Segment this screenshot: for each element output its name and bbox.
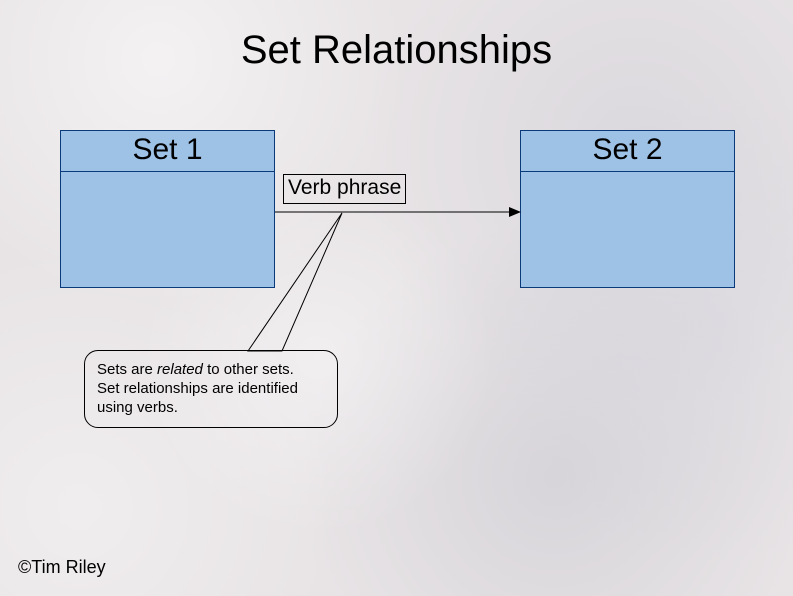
set-2-header: Set 2 xyxy=(521,131,734,172)
footer-credit: ©Tim Riley xyxy=(18,557,106,578)
callout-line-1: Sets are related to other sets. xyxy=(97,361,325,380)
verb-phrase-label: Verb phrase xyxy=(283,174,406,204)
callout-line-2: Set relationships are identified xyxy=(97,380,325,399)
callout-em: related xyxy=(157,361,203,378)
set-1-box: Set 1 xyxy=(60,130,275,288)
callout-line-3: using verbs. xyxy=(97,399,325,418)
set-1-header: Set 1 xyxy=(61,131,274,172)
page-title: Set Relationships xyxy=(0,28,793,73)
callout-text: to other sets. xyxy=(203,361,294,378)
set-2-box: Set 2 xyxy=(520,130,735,288)
diagram-overlay xyxy=(0,0,793,596)
callout-box: Sets are related to other sets. Set rela… xyxy=(84,350,338,428)
callout-text: Sets are xyxy=(97,361,157,378)
